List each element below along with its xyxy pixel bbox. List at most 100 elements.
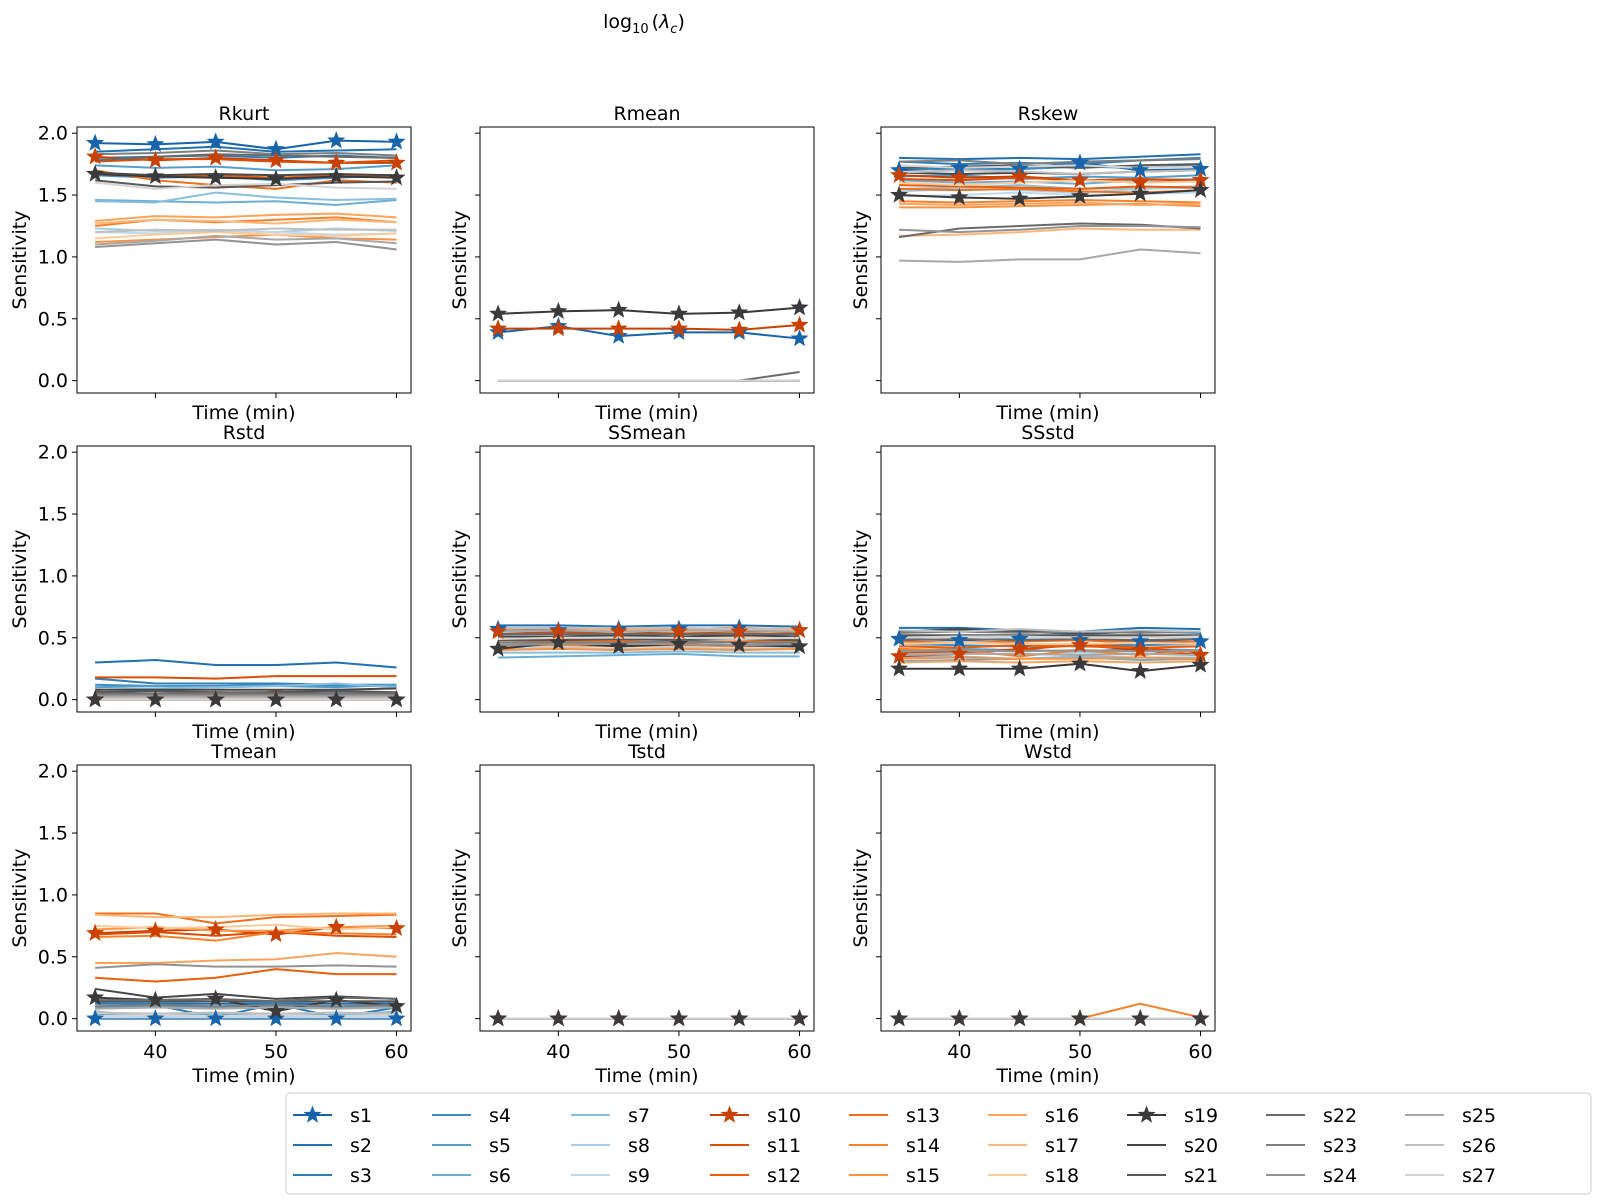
data-point-s1: [206, 1009, 225, 1027]
series-line-s7: [498, 650, 800, 654]
data-point-s19: [266, 1001, 285, 1019]
series-line-s23: [498, 640, 800, 644]
series-line-s26: [498, 626, 800, 631]
series-line-s19: [498, 306, 800, 315]
subplot-tmean: 0.0 0.5 1.0 1.5 2.0 40 50 60 Tmean Time (min) Sens…: [9, 741, 412, 1087]
data-point-s10: [790, 620, 809, 639]
data-point-s10: [1010, 639, 1029, 657]
series-line-s26: [95, 227, 397, 234]
data-point-s10: [146, 921, 165, 939]
y-tick-label: 2.0: [38, 123, 68, 145]
data-point-s1: [890, 629, 909, 647]
legend: s1 s2 s3 s4 s5 s6 s7 s8 s9 s10 s11 s12 s13 s14 s15 s16 s…: [285, 1092, 1592, 1195]
data-point-s19: [86, 988, 105, 1006]
data-point-s10: [609, 319, 628, 337]
y-axis-label: Sensitivity: [850, 849, 872, 948]
y-tick-label: 1.5: [38, 823, 68, 845]
data-point-s19: [1131, 661, 1150, 679]
legend-label: s8: [628, 1135, 650, 1157]
series-line-s21: [94, 179, 397, 189]
series-group: [890, 153, 1210, 263]
x-tick-label: 50: [667, 1041, 691, 1063]
series-line-s25: [498, 629, 800, 633]
data-point-s19: [1010, 189, 1029, 207]
legend-item-s13: s13: [849, 1105, 940, 1127]
legend-label: s1: [350, 1105, 372, 1127]
data-point-s19: [950, 1009, 969, 1027]
series-line-s27: [899, 164, 1201, 169]
data-point-s19: [790, 1009, 809, 1027]
legend-label: s9: [628, 1165, 650, 1187]
series-line-s1: [497, 325, 800, 340]
data-point-s1: [1070, 153, 1089, 171]
series-line-s11: [899, 176, 1201, 182]
legend-item-s10: s10: [710, 1105, 801, 1127]
series-line-s2: [95, 659, 397, 669]
series-line-s20: [95, 687, 397, 691]
series-line-s16: [95, 952, 397, 964]
series-group: [86, 659, 406, 708]
x-tick-label: 60: [787, 1041, 811, 1063]
series-group: [86, 131, 406, 251]
data-point-s10: [206, 920, 225, 938]
data-point-s10: [1131, 173, 1150, 191]
legend-label: s16: [1045, 1105, 1079, 1127]
series-line-s15: [899, 656, 1201, 660]
legend-label: s4: [489, 1105, 511, 1127]
data-point-s1: [1191, 159, 1210, 177]
series-line-s22: [95, 996, 397, 1003]
data-point-s19: [730, 1009, 749, 1027]
series-line-s25: [899, 248, 1201, 263]
y-axis-label: Sensitivity: [449, 530, 471, 629]
series-group: [890, 626, 1210, 679]
series-line-s19: [899, 189, 1201, 200]
x-axis-label: Time (min): [995, 1065, 1099, 1087]
data-point-s10: [549, 319, 568, 337]
legend-marker: [720, 1105, 739, 1123]
y-axis-label: Sensitivity: [9, 530, 31, 629]
x-axis-label: Time (min): [594, 721, 698, 743]
x-tick-label: 50: [264, 1041, 288, 1063]
data-point-s19: [327, 990, 346, 1008]
series-line-s17: [95, 218, 397, 225]
data-point-s1: [387, 132, 406, 150]
data-point-s19: [489, 639, 508, 657]
legend-item-s9: s9: [571, 1165, 650, 1187]
y-tick-label: 1.0: [38, 246, 68, 268]
legend-item-s21: s21: [1127, 1165, 1218, 1187]
series-line-s24: [498, 642, 800, 647]
data-point-s10: [950, 168, 969, 186]
data-point-s10: [669, 622, 688, 640]
data-point-s19: [387, 690, 406, 708]
data-point-s19: [890, 185, 909, 203]
series-line-s19: [899, 662, 1201, 673]
data-point-s19: [790, 636, 809, 655]
data-point-s1: [266, 1009, 285, 1027]
series-line-s22: [95, 691, 397, 695]
x-tick-label: 60: [1188, 1041, 1212, 1063]
x-axis-label: Time (min): [995, 721, 1099, 743]
legend-item-s3: s3: [293, 1165, 372, 1187]
data-point-s1: [266, 139, 285, 157]
legend-label: s10: [767, 1105, 801, 1127]
y-tick-label: 1.0: [38, 884, 68, 906]
y-tick-label: 0.5: [38, 308, 68, 330]
series-group: [86, 912, 406, 1027]
series-line-s18: [95, 231, 397, 240]
data-point-s19: [1131, 184, 1150, 202]
series-line-s23: [899, 158, 1201, 166]
series-line-s7: [95, 682, 397, 691]
series-line-s11: [95, 158, 397, 164]
x-tick-label: 60: [384, 1041, 408, 1063]
axes-frame: [76, 126, 412, 394]
series-line-s11: [899, 642, 1201, 654]
series-group: [890, 1002, 1210, 1027]
data-point-s19: [146, 166, 165, 185]
y-tick-label: 0.5: [38, 946, 68, 968]
x-axis-label: Time (min): [594, 1065, 698, 1087]
data-point-s19: [1070, 186, 1089, 204]
legend-label: s22: [1323, 1105, 1357, 1127]
data-point-s19: [950, 659, 969, 677]
legend-label: s24: [1323, 1165, 1357, 1187]
legend-item-s22: s22: [1266, 1105, 1357, 1127]
